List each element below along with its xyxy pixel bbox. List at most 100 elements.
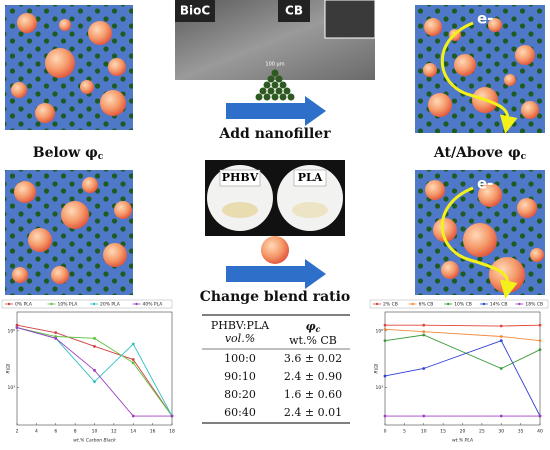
table-cell: 2.4 ± 0.90 [284,370,342,383]
legend-label: 14% CB [490,302,508,308]
x-tick-label: 0 [384,429,387,435]
sphere [61,201,89,229]
x-tick-label: 6 [54,429,57,435]
label-box [219,169,261,187]
sem-image: BioC CB 100 μm [175,0,376,80]
y-tick-label: 10³ [375,385,383,391]
legend-label: 2% CB [383,302,398,308]
legend-label: 18% CB [525,302,543,308]
sphere [423,63,437,77]
sphere [521,101,539,119]
data-point [383,339,387,343]
caption: At/Above φc [433,145,527,162]
sphere [517,198,537,218]
data-point [422,367,426,370]
sphere [17,13,37,33]
chart: 2 4 6 8 10 12 14 16 18 10⁶ 10³ wt.% Carbon Black R(Ω… [1,299,175,444]
table-cell: 90:10 [224,370,256,383]
legend-marker [518,302,521,306]
data-point [170,414,174,418]
y-tick-label: 10⁶ [7,328,15,334]
caption-sub: c [521,152,527,162]
caption-sub: c [98,152,104,162]
sphere [530,248,544,262]
legend-label: 10% PLA [58,302,79,308]
table-body: 100:0 3.6 ± 0.02 90:10 2.4 ± 0.90 80:20 1.6 ±… [224,352,342,419]
plot-frame [384,311,541,426]
sphere [59,19,71,31]
legend-label: 20% PLA [100,302,121,308]
nanofiller-particle [279,93,287,101]
sphere [433,218,457,242]
x-tick-label: 8 [74,429,77,435]
sphere [80,80,94,94]
x-tick-label: 2 [16,429,19,435]
arrow [226,96,326,126]
legend-marker [482,302,485,306]
data-point [54,336,58,340]
data-point [93,336,96,340]
data-point [499,367,503,370]
legend-marker [375,302,379,306]
data-point [131,414,135,418]
sphere [28,228,52,252]
table-cell: 60:40 [224,406,256,419]
sphere [425,180,445,200]
table-header: PHBV:PLA [211,319,270,332]
table-header: φc [306,320,321,334]
legend-label: 40% PLA [143,302,164,308]
legend-label: 6% CB [419,302,434,308]
nanofiller-particle [271,93,279,101]
x-tick-label: 15 [440,429,446,435]
series-line [384,340,541,417]
table-cell: 100:0 [224,352,256,365]
sphere [35,103,55,123]
sphere [45,48,75,78]
sphere [488,18,502,32]
legend-marker [50,302,53,306]
symbol-sub: c [316,324,321,334]
sem-label: CB [285,4,303,18]
sphere [114,201,132,219]
nanofiller-particle [287,93,295,101]
x-tick-label: 30 [498,429,504,435]
nanofiller-particle [263,81,271,89]
sphere [463,223,497,257]
sphere [11,82,27,98]
sem-label: BioC [180,4,211,18]
data-point [538,323,542,327]
sphere [14,181,36,203]
dish [277,165,343,231]
electron-path [440,186,518,299]
data-point [93,380,96,384]
pellets [292,202,328,218]
data-point [131,342,135,346]
sphere [51,266,69,284]
y-tick-label: 10³ [7,385,15,391]
sphere [261,236,289,264]
y-axis-label: R(Ω) [6,363,12,373]
nanofiller-particle [267,87,275,95]
data-point [422,414,426,418]
x-tick-label: 10 [421,429,427,435]
y-tick-label: 10⁶ [375,328,383,334]
sphere [478,183,502,207]
data-point [383,414,387,418]
table-cell: 80:20 [224,388,256,401]
legend-frame [1,299,173,309]
data-point [15,326,19,329]
nanofiller-pile [255,69,295,101]
caption-text: Below φ [33,145,98,161]
x-tick-label: 12 [111,429,117,435]
nanofiller-particle [263,93,271,101]
caption: Below φc [33,145,104,162]
data-point [538,339,542,343]
series-line [385,324,541,327]
table-cell: 3.6 ± 0.02 [284,352,342,365]
caption-text: At/Above φ [433,145,521,161]
electron-label: e- [477,175,493,193]
nanofiller-particle [279,81,287,89]
legend-marker [92,302,96,306]
x-tick-label: 5 [403,429,406,435]
